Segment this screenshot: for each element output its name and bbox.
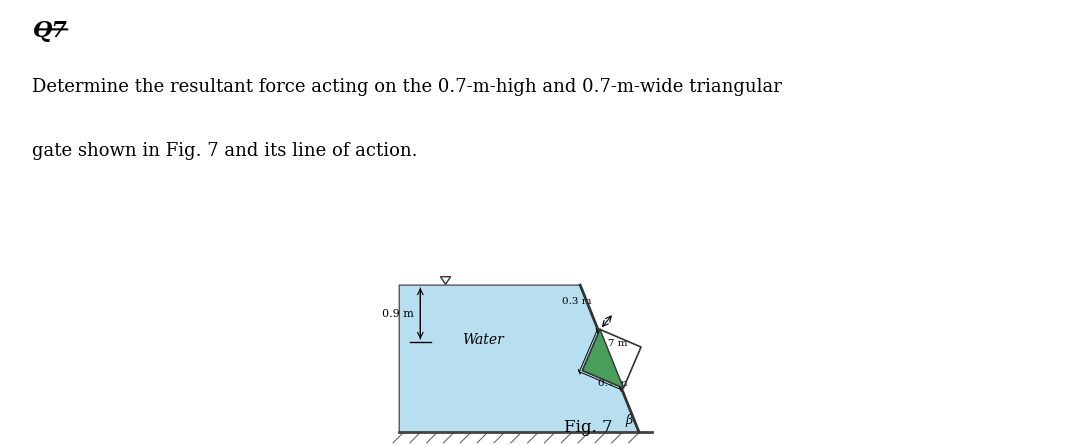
Polygon shape [400, 285, 639, 433]
Text: Determine the resultant force acting on the 0.7-m-high and 0.7-m-wide triangular: Determine the resultant force acting on … [32, 78, 782, 96]
Text: 0.7 m: 0.7 m [598, 379, 627, 388]
Text: β: β [625, 414, 632, 427]
Text: 0.7 m: 0.7 m [598, 339, 627, 348]
Text: 0.9 m: 0.9 m [382, 308, 414, 319]
Text: gate shown in Fig. 7 and its line of action.: gate shown in Fig. 7 and its line of act… [32, 142, 418, 160]
Text: Water: Water [462, 333, 504, 347]
Text: Q7: Q7 [32, 20, 67, 41]
Text: 0.3 m: 0.3 m [562, 297, 592, 306]
Text: Fig. 7: Fig. 7 [564, 419, 613, 436]
Polygon shape [582, 329, 623, 388]
